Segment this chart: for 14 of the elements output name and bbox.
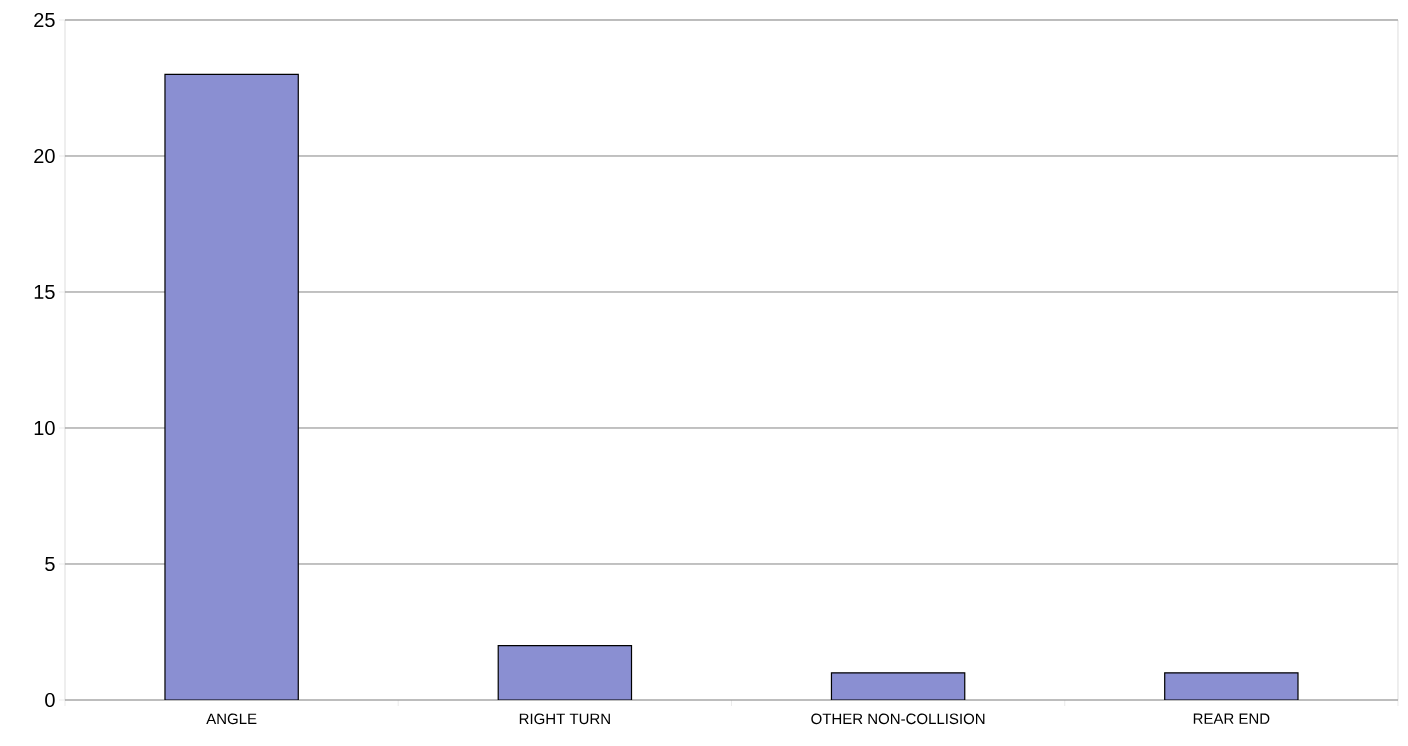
y-tick-label: 0 bbox=[45, 692, 55, 708]
x-tick-label: ANGLE bbox=[206, 713, 257, 725]
x-tick-label: REAR END bbox=[1193, 713, 1270, 724]
bar bbox=[497, 645, 633, 700]
bar bbox=[830, 672, 966, 700]
bar bbox=[164, 73, 299, 700]
y-tick-label: 10 bbox=[34, 420, 55, 436]
bar bbox=[1164, 672, 1299, 700]
y-tick-label: 15 bbox=[34, 285, 55, 299]
x-tick-label: OTHER NON-COLLISION bbox=[811, 713, 985, 725]
x-tick-label: RIGHT TURN bbox=[519, 713, 610, 725]
y-tick-label: 20 bbox=[34, 148, 55, 164]
y-tick-label: 5 bbox=[45, 557, 55, 571]
y-tick-label: 25 bbox=[34, 12, 55, 28]
